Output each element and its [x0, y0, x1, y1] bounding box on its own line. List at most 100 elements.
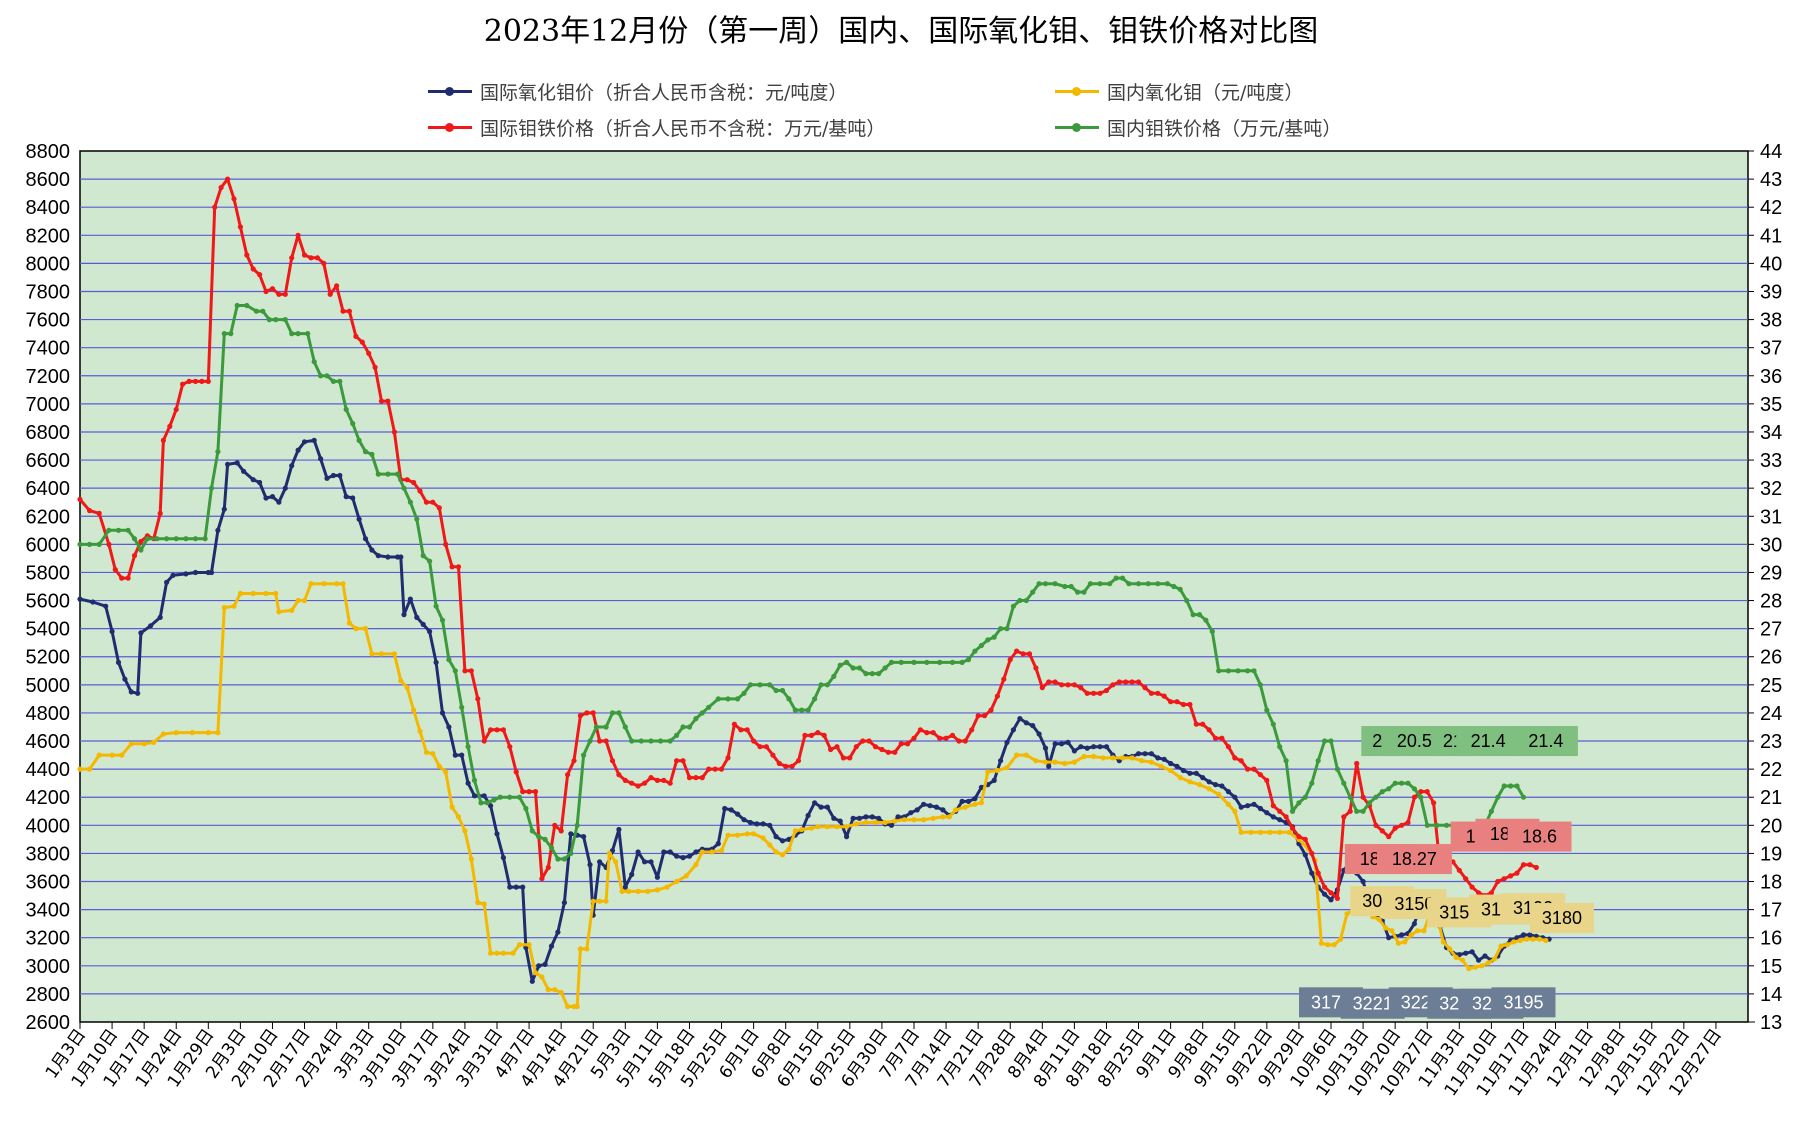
data-point — [869, 814, 875, 820]
data-point — [257, 272, 263, 278]
data-point — [606, 850, 612, 857]
data-point — [1277, 808, 1283, 814]
data-point — [1001, 676, 1007, 682]
data-point — [542, 961, 548, 968]
y-right-tick-label: 37 — [1760, 338, 1782, 360]
data-point — [812, 696, 818, 702]
data-point — [513, 884, 519, 890]
data-point — [1511, 939, 1517, 945]
data-point — [112, 567, 118, 573]
data-point — [728, 807, 734, 813]
data-point — [568, 850, 574, 857]
data-point — [828, 746, 834, 753]
data-point — [491, 797, 497, 803]
y-left-tick-label: 8600 — [26, 169, 71, 191]
data-point — [876, 815, 882, 821]
data-point — [1354, 808, 1360, 814]
data-point — [693, 862, 699, 868]
data-point — [244, 302, 250, 309]
data-point — [1033, 665, 1039, 671]
data-point — [975, 713, 981, 719]
data-point — [1373, 822, 1379, 828]
data-point — [815, 730, 821, 736]
data-point — [138, 547, 144, 553]
data-point — [1200, 721, 1206, 727]
data-point — [1302, 836, 1308, 843]
data-point — [949, 732, 956, 739]
data-point — [908, 810, 914, 816]
data-point — [1283, 758, 1289, 764]
data-point — [603, 898, 609, 904]
data-point — [1257, 829, 1263, 835]
data-point — [1030, 723, 1036, 729]
data-point — [1366, 800, 1373, 806]
data-point — [1078, 744, 1084, 750]
data-point — [1530, 936, 1536, 942]
data-point — [642, 780, 648, 786]
data-point — [250, 477, 256, 483]
data-point — [924, 659, 930, 666]
data-point — [362, 536, 369, 542]
data-point — [661, 777, 667, 784]
data-point — [401, 612, 407, 618]
data-point — [892, 749, 898, 755]
data-point — [725, 832, 731, 838]
data-point — [901, 817, 908, 823]
data-point — [1382, 925, 1389, 931]
data-point — [289, 331, 295, 337]
data-point — [837, 662, 843, 668]
legend-item-dom-oxide: 国内氧化钼（元/吨度） — [1055, 78, 1303, 105]
data-point — [1331, 942, 1337, 948]
data-point — [173, 536, 179, 542]
data-point — [1091, 690, 1097, 696]
data-point — [921, 801, 927, 807]
data-point — [850, 815, 856, 821]
data-point — [263, 495, 269, 501]
data-point — [436, 505, 442, 511]
data-point — [863, 819, 869, 826]
data-point — [109, 628, 115, 635]
y-left-tick-label: 6000 — [26, 534, 71, 556]
data-point — [872, 819, 879, 826]
data-point — [959, 798, 965, 805]
data-point — [1190, 612, 1196, 618]
data-point — [574, 1003, 580, 1010]
data-point — [1087, 581, 1093, 587]
data-point — [1068, 583, 1074, 590]
data-point — [1184, 597, 1190, 604]
data-point — [1238, 804, 1244, 810]
y-right-tick-label: 31 — [1760, 506, 1782, 528]
annotation-text: 3221 — [1353, 994, 1393, 1014]
data-point — [183, 571, 189, 577]
data-point — [1360, 808, 1366, 814]
data-point — [834, 744, 840, 750]
data-point — [1463, 876, 1469, 882]
data-point — [119, 575, 125, 581]
data-point — [1071, 759, 1077, 765]
data-point — [1196, 612, 1203, 618]
legend-swatch-icon — [428, 87, 472, 96]
data-point — [735, 811, 741, 817]
data-point — [866, 738, 872, 744]
data-point — [96, 541, 102, 548]
data-point — [844, 824, 850, 830]
data-point — [1148, 759, 1154, 765]
data-point — [337, 378, 343, 384]
data-point — [273, 590, 279, 597]
data-point — [1097, 690, 1103, 696]
data-point — [751, 831, 757, 837]
data-point — [369, 651, 375, 657]
data-point — [77, 496, 83, 502]
legend-label: 国内钼铁价格（万元/基吨） — [1107, 118, 1342, 140]
data-point — [391, 429, 397, 435]
legend-item-intl-femo: 国际钼铁价格（折合人民币不含税：万元/基吨） — [428, 114, 885, 141]
data-point — [1418, 789, 1424, 795]
data-point — [446, 657, 452, 663]
data-point — [574, 822, 580, 828]
data-point — [1142, 685, 1148, 691]
data-point — [1103, 744, 1110, 750]
data-point — [1059, 682, 1065, 688]
data-point — [821, 732, 827, 739]
data-point — [1097, 744, 1103, 750]
data-point — [446, 724, 452, 730]
